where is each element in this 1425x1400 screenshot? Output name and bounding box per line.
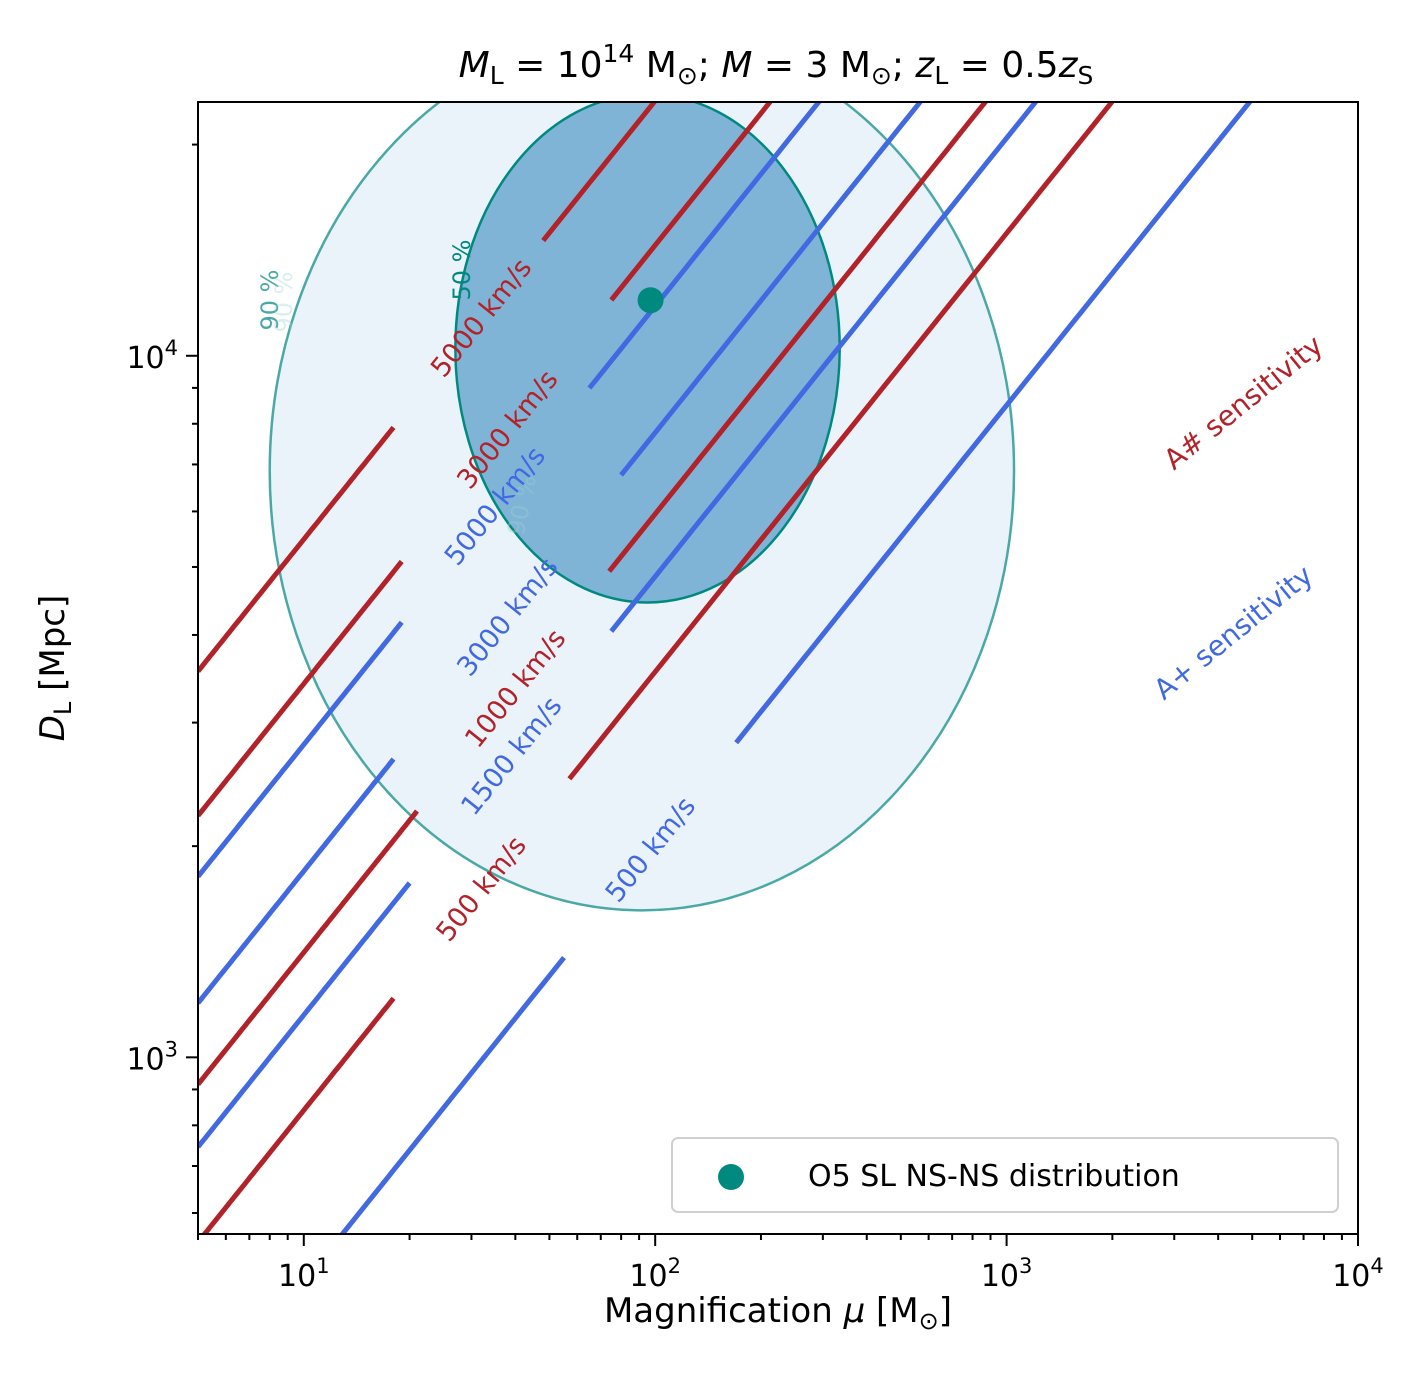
x-axis-label-symbol: μ (843, 1291, 866, 1331)
annotation-a-plus-sensitivity: A+ sensitivity (1148, 558, 1320, 706)
title-z-sub: L (934, 61, 948, 90)
series-layer (198, 102, 1253, 1234)
series-line-segment (198, 620, 404, 879)
legend-box (671, 1137, 1339, 1213)
series-line-segment (339, 956, 566, 1234)
legend: O5 SL NS-NS distribution (671, 1137, 1339, 1213)
contour-label-50: 50 % (448, 240, 476, 301)
x-axis-label-close: ] (939, 1291, 952, 1331)
x-tick-label: 103 (981, 1254, 1033, 1294)
series-line-segment (587, 102, 822, 390)
x-axis-label-unit-sub: ⊙ (919, 1307, 939, 1335)
title-ml-unit-sub: ⊙ (677, 61, 698, 90)
title-z-symbol: z (914, 45, 935, 86)
series-line-segment (607, 102, 989, 573)
series-line-segment (201, 996, 396, 1234)
x-tick-label: 102 (629, 1254, 681, 1294)
title-ml-unit: M (634, 45, 677, 86)
title-z-eq: = 0.5 (948, 45, 1058, 86)
contour-label-90: 90 % (256, 270, 284, 331)
y-axis-label-symbol: D (33, 715, 73, 741)
distribution-center-point (637, 287, 664, 314)
plot-frame (197, 101, 1359, 1235)
chart-title: ML = 1014 M⊙; M = 3 M⊙; zL = 0.5zS (459, 39, 1094, 90)
y-axis-label-unit: [Mpc] (33, 595, 73, 702)
title-ml-eq: = 10 (504, 45, 603, 86)
legend-label: O5 SL NS-NS distribution (808, 1159, 1180, 1194)
series-line-segment (198, 425, 396, 673)
series-line-segment (567, 102, 1116, 781)
ticks-layer (186, 143, 1359, 1246)
series-line-segment (734, 102, 1253, 745)
title-ml-sub: L (490, 61, 504, 90)
x-tick-labels: 101 102 103 104 (278, 1254, 1384, 1294)
series-line-segment (198, 757, 396, 1005)
legend-marker (718, 1164, 744, 1190)
y-tick-label: 103 (126, 1037, 178, 1077)
title-m-eq: = 3 M (752, 45, 870, 86)
title-sep-2: ; (892, 45, 916, 86)
series-line-segment (609, 102, 774, 302)
x-axis-label-text: Magnification (604, 1291, 844, 1331)
y-axis-label-sub: L (49, 701, 77, 715)
title-sep-1: ; (698, 45, 722, 86)
series-line-segment (609, 102, 1039, 633)
title-z2-sub: S (1077, 61, 1093, 90)
x-axis-label: Magnification μ [M⊙] (604, 1291, 952, 1335)
x-axis-label-unit: [M (865, 1291, 918, 1331)
x-tick-label: 101 (278, 1254, 330, 1294)
series-line-segment (198, 881, 412, 1149)
title-ml-exp: 14 (603, 39, 635, 68)
x-tick-label: 104 (1332, 1254, 1384, 1294)
title-m-symbol: M (721, 45, 752, 86)
title-z2-symbol: z (1058, 45, 1079, 86)
y-tick-labels: 103 104 (126, 336, 178, 1078)
y-axis-label: DL [Mpc] (33, 595, 77, 742)
series-line-segment (198, 559, 404, 818)
contour-label-90-faint: 90 % (270, 272, 298, 333)
series-line-segment (198, 809, 419, 1086)
annotation-a-sharp-sensitivity: A# sensitivity (1158, 328, 1330, 476)
title-ml-symbol: M (459, 45, 490, 86)
title-m-unit-sub: ⊙ (871, 61, 892, 90)
series-line-segment (619, 102, 924, 477)
y-tick-label: 104 (126, 336, 178, 376)
